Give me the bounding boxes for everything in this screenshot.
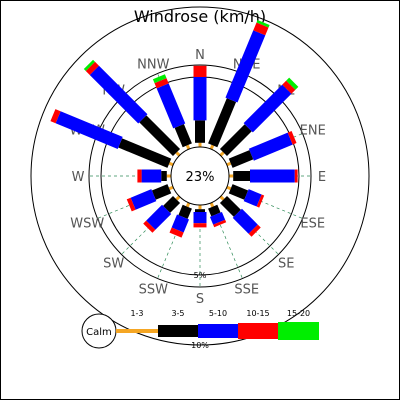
- direction-label-wsw: WSW: [70, 217, 104, 232]
- calm-circle: [170, 146, 230, 206]
- bar-ene-5-10: [248, 132, 293, 161]
- bar-ssw-10-15: [169, 227, 184, 238]
- bar-sw-5-10: [146, 204, 172, 230]
- bar-se-1-3: [219, 195, 225, 201]
- chart-title: Windrose (km/h): [134, 7, 266, 26]
- bar-nnw-10-15: [154, 78, 169, 89]
- bar-nw-5-10: [89, 65, 148, 124]
- legend-label-15-20: 15-20: [287, 309, 310, 318]
- direction-label-se: SE: [278, 256, 294, 271]
- bar-ene-3-5: [228, 150, 254, 168]
- bar-ne-15-20: [286, 77, 299, 90]
- bar-ese-10-15: [256, 194, 265, 208]
- legend-swatch-1-3: [116, 329, 158, 333]
- ring-2: [30, 6, 370, 346]
- bar-ne-5-10: [243, 84, 292, 133]
- bar-ssw-3-5: [178, 204, 192, 219]
- bar-ne-10-15: [282, 80, 296, 94]
- legend-swatch-3-5: [158, 325, 198, 337]
- legend-label-3-5: 3-5: [171, 309, 184, 318]
- bar-sw-1-3: [175, 195, 181, 201]
- bar-ene-10-15: [287, 131, 297, 145]
- bar-sse-5-10: [209, 211, 226, 225]
- bar-sse-3-5: [208, 204, 221, 217]
- direction-label-ene: ENE: [300, 123, 326, 138]
- direction-label-s: S: [196, 292, 204, 307]
- direction-label-sw: SW: [103, 256, 124, 271]
- bar-sw-10-15: [143, 220, 156, 233]
- direction-label-e: E: [318, 170, 326, 185]
- bar-sw-3-5: [163, 195, 181, 213]
- bar-se-3-5: [219, 195, 241, 217]
- bar-ssw-1-3: [185, 202, 191, 208]
- bars: [50, 19, 299, 238]
- bar-ese-3-5: [228, 184, 249, 200]
- bar-wnw-1-3: [168, 161, 174, 167]
- bar-se-10-15: [248, 224, 261, 237]
- calm-percent: 23%: [186, 170, 215, 185]
- bar-sse-10-15: [213, 219, 227, 228]
- bar-nw-1-3: [175, 151, 181, 157]
- ring-label-2: 10%: [191, 341, 209, 350]
- bar-nne-3-5: [208, 98, 237, 148]
- direction-label-n: N: [195, 48, 205, 63]
- bar-nnw-15-20: [152, 74, 167, 84]
- direction-label-sse: SSE: [234, 283, 259, 298]
- ring-labels: 5% 10%: [191, 271, 209, 350]
- bar-wnw-10-15: [50, 109, 61, 124]
- outer-ring: [88, 64, 312, 288]
- ring-label-1: 5%: [194, 271, 207, 280]
- bar-nne-10-15: [253, 22, 269, 36]
- direction-label-w: W: [72, 170, 85, 185]
- legend-label-10-15: 10-15: [246, 309, 269, 318]
- legend: Calm 1-3 3-5 5-10 10-15 15-20: [81, 309, 319, 349]
- bar-nne-15-20: [256, 19, 270, 28]
- bar-se-5-10: [232, 208, 258, 234]
- direction-label-nnw: NNW: [137, 57, 169, 72]
- legend-label-5-10: 5-10: [209, 309, 227, 318]
- direction-label-ssw: SSW: [139, 283, 169, 298]
- bar-wsw-5-10: [130, 189, 157, 210]
- bar-nne-5-10: [225, 30, 266, 103]
- bar-wnw-5-10: [55, 111, 123, 149]
- bar-ese-5-10: [243, 189, 262, 207]
- bar-ene-1-3: [226, 161, 232, 167]
- bar-wnw-3-5: [118, 138, 172, 168]
- bar-ese-1-3: [226, 185, 232, 191]
- legend-label-1-3: 1-3: [130, 309, 143, 318]
- bar-nw-15-20: [83, 59, 95, 71]
- bar-nw-3-5: [139, 115, 181, 157]
- bar-nnw-1-3: [185, 144, 191, 150]
- legend-calm-label: Calm: [86, 327, 112, 338]
- bar-nw-10-15: [85, 61, 99, 75]
- bar-ne-1-3: [219, 151, 225, 157]
- legend-swatch-5-10: [198, 324, 238, 338]
- bar-nnw-5-10: [156, 83, 186, 129]
- direction-label-ese: ESE: [300, 217, 325, 232]
- legend-swatch-10-15: [238, 323, 278, 339]
- bar-wsw-1-3: [168, 185, 174, 191]
- bar-sse-1-3: [209, 202, 215, 208]
- bar-wsw-10-15: [126, 197, 136, 212]
- bar-wsw-3-5: [151, 184, 172, 200]
- bar-ssw-5-10: [171, 214, 190, 233]
- bar-nne-1-3: [209, 144, 215, 150]
- bar-nnw-3-5: [174, 124, 192, 148]
- legend-swatch-15-20: [278, 322, 319, 340]
- bar-ne-3-5: [219, 124, 252, 157]
